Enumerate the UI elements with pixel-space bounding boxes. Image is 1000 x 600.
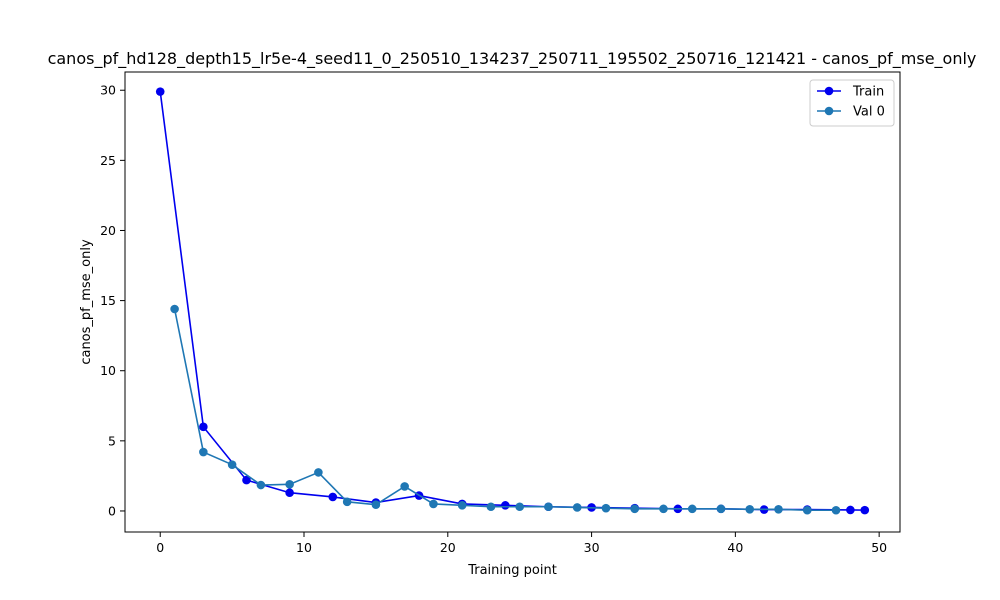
y-tick-label: 20 <box>100 223 116 238</box>
x-tick-label: 20 <box>440 540 456 555</box>
data-point <box>314 468 323 477</box>
series-train <box>155 87 870 515</box>
y-tick-label: 15 <box>100 293 116 308</box>
data-point <box>170 304 179 314</box>
data-point <box>242 475 251 485</box>
chart-title: canos_pf_hd128_depth15_lr5e-4_seed11_0_2… <box>48 49 977 69</box>
x-tick-label: 0 <box>156 540 164 555</box>
data-point <box>199 447 208 457</box>
x-tick-label: 10 <box>296 540 312 555</box>
data-point <box>831 505 841 515</box>
data-point <box>630 504 640 514</box>
data-point <box>457 501 467 510</box>
data-point <box>716 504 726 514</box>
legend-marker <box>824 86 834 96</box>
data-point <box>227 460 237 469</box>
x-tick-label: 50 <box>871 540 887 555</box>
y-axis-label: canos_pf_mse_only <box>79 239 94 365</box>
data-point <box>285 480 294 489</box>
data-point <box>429 499 438 509</box>
data-point <box>486 502 496 512</box>
data-point <box>774 504 783 514</box>
data-point <box>328 492 338 502</box>
data-point <box>256 480 266 490</box>
data-point <box>659 504 668 514</box>
data-point <box>342 497 352 507</box>
data-point <box>400 482 409 491</box>
axis-ticks: 0 10 20 30 40 50 0 5 10 15 20 25 30 <box>100 83 887 555</box>
y-tick-label: 25 <box>100 153 116 168</box>
y-tick-label: 5 <box>108 433 116 448</box>
data-point <box>601 503 611 513</box>
data-point <box>155 87 165 96</box>
data-point <box>846 505 855 515</box>
series-layer <box>155 87 870 515</box>
series-line <box>159 91 865 511</box>
series-line <box>173 308 837 512</box>
data-point <box>802 505 812 515</box>
data-point <box>860 505 870 515</box>
x-tick-label: 30 <box>584 540 600 555</box>
legend-label: Val 0 <box>853 105 885 120</box>
x-axis-label: Training point <box>467 563 557 578</box>
legend-label: Train <box>852 85 884 100</box>
y-tick-label: 30 <box>100 83 116 98</box>
y-tick-label: 0 <box>108 503 116 518</box>
x-tick-label: 40 <box>727 540 743 555</box>
data-point <box>285 488 294 498</box>
legend-marker <box>824 106 834 116</box>
data-point <box>501 501 510 510</box>
plot-area-frame <box>124 71 901 533</box>
data-point <box>687 504 697 514</box>
series-val-0 <box>170 304 841 515</box>
data-point <box>745 504 755 514</box>
y-tick-label: 10 <box>100 363 116 378</box>
data-point <box>572 503 582 512</box>
data-point <box>371 500 381 509</box>
legend: Train Val 0 <box>809 79 895 127</box>
data-point <box>199 422 208 432</box>
data-point <box>515 502 524 512</box>
data-point <box>544 502 553 512</box>
